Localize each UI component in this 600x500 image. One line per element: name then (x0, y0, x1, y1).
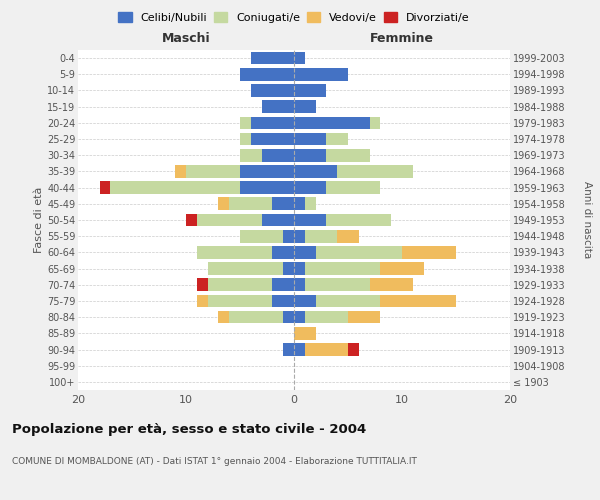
Bar (402, 246, 456, 258)
Bar (326, 182, 380, 194)
Bar (294, 100, 316, 113)
Bar (294, 230, 305, 242)
Bar (186, 214, 197, 226)
Bar (294, 262, 305, 275)
Bar (283, 343, 294, 356)
Bar (380, 294, 456, 308)
Bar (197, 294, 208, 308)
Bar (283, 311, 294, 324)
Bar (294, 149, 326, 162)
Bar (294, 68, 348, 80)
Bar (218, 198, 229, 210)
Bar (240, 132, 251, 145)
Bar (251, 116, 294, 129)
Bar (294, 132, 326, 145)
Bar (370, 116, 380, 129)
Bar (272, 198, 294, 210)
Bar (251, 84, 294, 97)
Bar (197, 278, 208, 291)
Bar (294, 278, 305, 291)
Bar (197, 214, 262, 226)
Text: Maschi: Maschi (161, 32, 211, 45)
Bar (380, 262, 424, 275)
Bar (240, 165, 294, 177)
Bar (100, 182, 110, 194)
Bar (294, 116, 370, 129)
Bar (294, 198, 305, 210)
Bar (305, 230, 337, 242)
Bar (262, 149, 294, 162)
Bar (337, 230, 359, 242)
Y-axis label: Fasce di età: Fasce di età (34, 187, 44, 253)
Bar (326, 132, 348, 145)
Bar (283, 262, 294, 275)
Bar (186, 165, 240, 177)
Bar (305, 278, 370, 291)
Bar (294, 327, 316, 340)
Bar (240, 182, 294, 194)
Bar (240, 116, 251, 129)
Bar (348, 343, 359, 356)
Bar (305, 311, 348, 324)
Bar (294, 214, 326, 226)
Bar (294, 165, 337, 177)
Text: Femmine: Femmine (370, 32, 434, 45)
Bar (197, 246, 272, 258)
Bar (175, 165, 186, 177)
Bar (305, 198, 316, 210)
Bar (337, 165, 413, 177)
Bar (208, 262, 283, 275)
Bar (326, 149, 370, 162)
Bar (316, 294, 380, 308)
Bar (229, 311, 283, 324)
Bar (294, 52, 305, 64)
Bar (370, 278, 413, 291)
Bar (251, 52, 294, 64)
Y-axis label: Anni di nascita: Anni di nascita (582, 182, 592, 258)
Bar (294, 182, 326, 194)
Bar (262, 214, 294, 226)
Bar (272, 294, 294, 308)
Bar (262, 100, 294, 113)
Text: Popolazione per età, sesso e stato civile - 2004: Popolazione per età, sesso e stato civil… (12, 422, 366, 436)
Bar (316, 246, 402, 258)
Bar (240, 149, 262, 162)
Bar (294, 343, 305, 356)
Bar (272, 278, 294, 291)
Bar (294, 246, 316, 258)
Bar (110, 182, 240, 194)
Bar (294, 84, 326, 97)
Bar (240, 230, 283, 242)
Bar (305, 343, 348, 356)
Bar (272, 246, 294, 258)
Bar (251, 132, 294, 145)
Bar (208, 294, 272, 308)
Bar (348, 311, 380, 324)
Bar (283, 230, 294, 242)
Bar (229, 198, 272, 210)
Bar (208, 278, 272, 291)
Bar (305, 262, 380, 275)
Bar (294, 294, 316, 308)
Bar (218, 311, 229, 324)
Bar (326, 214, 391, 226)
Text: COMUNE DI MOMBALDONE (AT) - Dati ISTAT 1° gennaio 2004 - Elaborazione TUTTITALIA: COMUNE DI MOMBALDONE (AT) - Dati ISTAT 1… (12, 457, 417, 466)
Legend: Celibi/Nubili, Coniugati/e, Vedovi/e, Divorziati/e: Celibi/Nubili, Coniugati/e, Vedovi/e, Di… (114, 8, 474, 28)
Bar (294, 311, 305, 324)
Bar (240, 68, 294, 80)
